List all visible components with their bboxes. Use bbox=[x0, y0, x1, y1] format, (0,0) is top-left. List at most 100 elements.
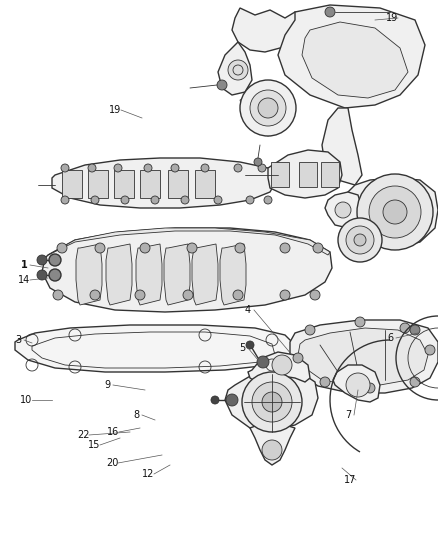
Circle shape bbox=[313, 243, 323, 253]
Polygon shape bbox=[298, 328, 428, 385]
Circle shape bbox=[250, 90, 286, 126]
Circle shape bbox=[49, 269, 61, 281]
Polygon shape bbox=[240, 92, 295, 136]
Circle shape bbox=[320, 377, 330, 387]
Text: 3: 3 bbox=[15, 335, 21, 345]
Polygon shape bbox=[232, 8, 320, 52]
Polygon shape bbox=[290, 320, 438, 393]
Polygon shape bbox=[322, 108, 362, 185]
Circle shape bbox=[140, 243, 150, 253]
Circle shape bbox=[410, 325, 420, 335]
Text: 19: 19 bbox=[109, 105, 121, 115]
Circle shape bbox=[151, 196, 159, 204]
Text: 5: 5 bbox=[239, 343, 245, 353]
Circle shape bbox=[37, 255, 47, 265]
Polygon shape bbox=[250, 424, 295, 465]
Circle shape bbox=[88, 164, 96, 172]
Polygon shape bbox=[48, 228, 330, 255]
Circle shape bbox=[305, 325, 315, 335]
Text: 6: 6 bbox=[387, 333, 393, 343]
Circle shape bbox=[53, 290, 63, 300]
Polygon shape bbox=[15, 325, 295, 372]
Circle shape bbox=[264, 196, 272, 204]
Polygon shape bbox=[52, 158, 278, 208]
Polygon shape bbox=[42, 228, 332, 312]
Circle shape bbox=[183, 290, 193, 300]
Circle shape bbox=[354, 234, 366, 246]
Text: 4: 4 bbox=[245, 305, 251, 315]
Circle shape bbox=[410, 377, 420, 387]
Circle shape bbox=[49, 254, 61, 266]
Circle shape bbox=[310, 290, 320, 300]
Circle shape bbox=[258, 98, 278, 118]
Polygon shape bbox=[302, 22, 408, 98]
Circle shape bbox=[400, 323, 410, 333]
Circle shape bbox=[114, 164, 122, 172]
Circle shape bbox=[171, 164, 179, 172]
Circle shape bbox=[369, 186, 421, 238]
Bar bbox=[195, 170, 215, 198]
Bar bbox=[299, 162, 317, 187]
Polygon shape bbox=[76, 244, 102, 305]
Circle shape bbox=[262, 392, 282, 412]
Text: 10: 10 bbox=[20, 395, 32, 405]
Polygon shape bbox=[220, 244, 246, 305]
Circle shape bbox=[217, 80, 227, 90]
Polygon shape bbox=[192, 244, 218, 305]
Text: 9: 9 bbox=[104, 380, 110, 390]
Text: 20: 20 bbox=[106, 458, 118, 468]
Text: 12: 12 bbox=[142, 469, 154, 479]
Polygon shape bbox=[342, 178, 438, 248]
Text: 22: 22 bbox=[77, 430, 89, 440]
Text: 7: 7 bbox=[345, 410, 351, 420]
Polygon shape bbox=[333, 365, 380, 402]
Text: 16: 16 bbox=[107, 427, 119, 437]
Polygon shape bbox=[136, 244, 162, 305]
Circle shape bbox=[383, 200, 407, 224]
Bar bbox=[140, 170, 160, 198]
Circle shape bbox=[233, 290, 243, 300]
Circle shape bbox=[258, 164, 266, 172]
Text: 17: 17 bbox=[344, 475, 356, 485]
Circle shape bbox=[425, 345, 435, 355]
Bar bbox=[271, 162, 289, 187]
Circle shape bbox=[61, 196, 69, 204]
Circle shape bbox=[211, 396, 219, 404]
Circle shape bbox=[355, 317, 365, 327]
Polygon shape bbox=[218, 42, 252, 95]
Text: 15: 15 bbox=[88, 440, 100, 450]
Circle shape bbox=[246, 341, 254, 349]
Circle shape bbox=[346, 226, 374, 254]
Bar bbox=[168, 170, 188, 198]
Polygon shape bbox=[268, 150, 342, 198]
Bar bbox=[88, 170, 108, 198]
Circle shape bbox=[235, 243, 245, 253]
Bar bbox=[321, 162, 339, 187]
Circle shape bbox=[272, 355, 292, 375]
Circle shape bbox=[226, 394, 238, 406]
Circle shape bbox=[280, 290, 290, 300]
Circle shape bbox=[234, 164, 242, 172]
Circle shape bbox=[201, 164, 209, 172]
Circle shape bbox=[121, 196, 129, 204]
Circle shape bbox=[57, 243, 67, 253]
Circle shape bbox=[91, 196, 99, 204]
Circle shape bbox=[187, 243, 197, 253]
Polygon shape bbox=[106, 244, 132, 305]
Circle shape bbox=[262, 440, 282, 460]
Bar bbox=[62, 170, 82, 198]
Polygon shape bbox=[248, 352, 310, 383]
Text: 14: 14 bbox=[18, 275, 30, 285]
Circle shape bbox=[257, 356, 269, 368]
Circle shape bbox=[228, 60, 248, 80]
Circle shape bbox=[335, 202, 351, 218]
Circle shape bbox=[280, 243, 290, 253]
Circle shape bbox=[144, 164, 152, 172]
Polygon shape bbox=[325, 192, 362, 228]
Circle shape bbox=[90, 290, 100, 300]
Circle shape bbox=[325, 7, 335, 17]
Circle shape bbox=[254, 158, 262, 166]
Circle shape bbox=[240, 80, 296, 136]
Text: 19: 19 bbox=[386, 13, 398, 23]
Polygon shape bbox=[278, 5, 425, 108]
